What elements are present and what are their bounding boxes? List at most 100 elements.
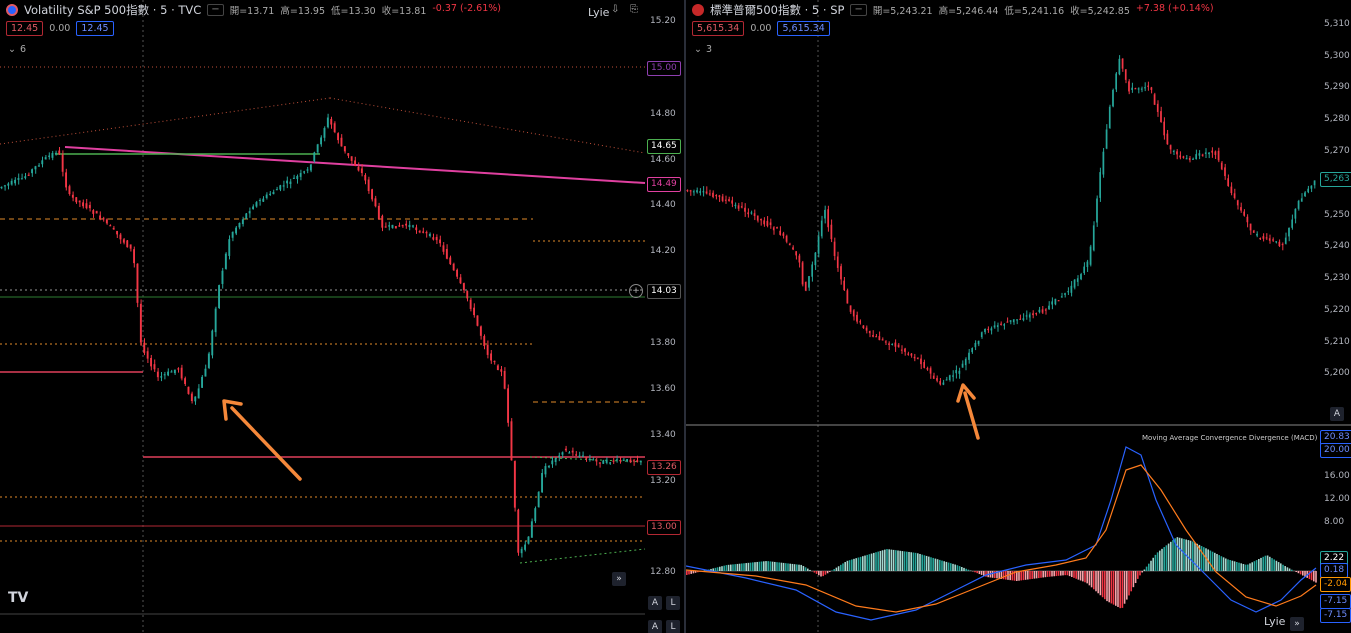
macd-histogram-bar (1216, 553, 1218, 571)
macd-histogram-bar (1209, 550, 1212, 571)
auto-scale-button[interactable]: A (1330, 407, 1344, 421)
candle-body (891, 343, 893, 346)
add-plus-icon[interactable]: + (629, 284, 643, 298)
macd-histogram-bar (714, 567, 717, 571)
camera-icon[interactable]: ⎘ (630, 4, 638, 15)
macd-histogram-bar (1200, 546, 1203, 571)
candle-body (1236, 200, 1239, 206)
candle-body (942, 382, 945, 385)
candle-body (58, 150, 61, 155)
macd-title[interactable]: Moving Average Convergence Divergence (M… (1142, 434, 1318, 442)
tradingview-logo-icon[interactable]: TV (8, 590, 29, 606)
candle-body (228, 239, 231, 256)
left-chart-pane[interactable]: Volatility S&P 500指數 · 5 · TVC − 開=13.71… (0, 0, 684, 633)
right-chart-pane[interactable]: 標準普爾500指數 · 5 · SP − 開=5,243.21 高=5,246.… (686, 0, 1351, 633)
candle-body (262, 198, 265, 202)
macd-histogram-bar (1117, 571, 1119, 607)
candle-body (1076, 278, 1079, 282)
left-chart-canvas[interactable] (0, 0, 684, 633)
auto-scale-button-2[interactable]: A (648, 620, 662, 633)
candle-body (598, 462, 601, 464)
axis-tick: 15.20 (650, 16, 676, 26)
candle-body (595, 460, 598, 462)
log-scale-button[interactable]: L (666, 596, 680, 610)
candle-body (1259, 238, 1261, 240)
candle-body (1000, 323, 1002, 325)
macd-histogram-bar (1310, 571, 1313, 581)
macd-histogram-bar (800, 564, 802, 571)
macd-histogram-bar (1066, 571, 1069, 576)
right-ohlc: 開=5,243.21 高=5,246.44 低=5,241.16 收=5,242… (873, 3, 1214, 17)
candle-body (1291, 219, 1293, 228)
macd-histogram-bar (1240, 563, 1242, 571)
candle-body (875, 336, 877, 338)
macd-histogram-bar (941, 560, 943, 571)
candle-body (1003, 324, 1005, 326)
candle-body (1022, 318, 1025, 321)
pane-divider[interactable] (684, 0, 686, 633)
macd-histogram-bar (1104, 571, 1106, 600)
candle-body (102, 218, 105, 220)
candle-body (384, 226, 387, 228)
macd-histogram-bar (897, 550, 899, 571)
candle-body (296, 175, 299, 180)
candle-body (231, 231, 234, 238)
collapse-icon[interactable]: − (207, 4, 224, 16)
macd-histogram-bar (928, 556, 930, 571)
candle-body (425, 232, 428, 234)
candle-body (894, 342, 897, 347)
right-bid[interactable]: 5,615.34 (692, 21, 745, 36)
candle-body (61, 154, 64, 172)
candle-body (99, 215, 101, 220)
candle-body (82, 202, 84, 207)
axis-tick: 13.40 (650, 430, 676, 440)
candle-body (269, 193, 271, 195)
macd-histogram-bar (1299, 571, 1302, 575)
candle-body (17, 178, 20, 180)
macd-histogram-bar (870, 553, 873, 571)
right-indicator-count: 3 (705, 44, 713, 55)
macd-histogram-bar (763, 561, 765, 571)
candle-body (51, 153, 54, 158)
candle-body (1275, 241, 1277, 243)
right-symbol-title[interactable]: 標準普爾500指數 · 5 · SP (710, 3, 845, 17)
candle-body (275, 189, 278, 191)
macd-histogram-bar (866, 554, 868, 571)
candle-body (1249, 223, 1252, 231)
right-indicator-toggle[interactable]: ⌄ 3 (694, 44, 712, 55)
collapse-icon[interactable]: − (850, 4, 867, 16)
right-bid-ask[interactable]: 5,615.34 0.00 5,615.34 (692, 21, 830, 36)
left-bid[interactable]: 12.45 (6, 21, 44, 36)
macd-histogram-bar (1242, 563, 1245, 571)
macd-histogram-bar (1053, 571, 1055, 577)
left-symbol-title[interactable]: Volatility S&P 500指數 · 5 · TVC (24, 3, 202, 17)
macd-histogram-bar (760, 561, 763, 571)
macd-histogram-bar (1064, 571, 1066, 576)
log-scale-button-2[interactable]: L (666, 620, 680, 633)
candle-body (945, 379, 948, 381)
macd-histogram-bar (1097, 571, 1099, 594)
candle-body (1051, 301, 1053, 305)
candle-body (88, 205, 91, 209)
candle-body (78, 200, 81, 203)
right-chart-canvas[interactable] (686, 0, 1351, 633)
macd-histogram-bar (1159, 550, 1161, 571)
scroll-forward-button[interactable]: » (612, 572, 626, 586)
macd-histogram-bar (1016, 571, 1018, 581)
candle-body (865, 327, 868, 331)
candle-body (856, 314, 858, 322)
candle-body (724, 199, 727, 201)
right-spread: 0.00 (750, 23, 772, 34)
auto-scale-button[interactable]: A (648, 596, 662, 610)
right-ask[interactable]: 5,615.34 (777, 21, 830, 36)
macd-histogram-bar (725, 565, 728, 571)
arrow-down-icon[interactable]: ⇩ (611, 4, 620, 15)
scroll-forward-button[interactable]: » (1290, 617, 1304, 631)
macd-histogram-bar (1119, 571, 1121, 609)
left-bid-ask[interactable]: 12.45 0.00 12.45 (6, 21, 114, 36)
macd-histogram-bar (688, 571, 690, 575)
left-ask[interactable]: 12.45 (76, 21, 114, 36)
candle-body (85, 203, 88, 209)
candle-body (888, 343, 890, 345)
left-indicator-toggle[interactable]: ⌄ 6 (8, 44, 26, 55)
